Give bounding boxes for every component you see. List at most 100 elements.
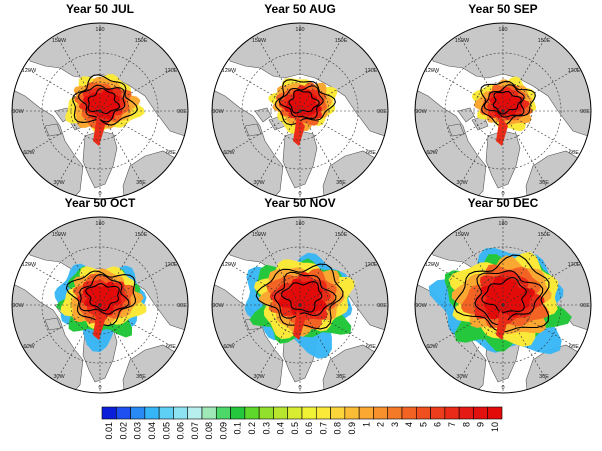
land-mass bbox=[44, 123, 62, 137]
longitude-label: 30E bbox=[539, 180, 549, 186]
colorbar-swatch bbox=[115, 406, 131, 420]
meridian-line bbox=[99, 110, 145, 188]
longitude-label: 90E bbox=[377, 109, 387, 115]
longitude-label: 60E bbox=[366, 150, 376, 156]
polar-map: 180 150E 120E 90E 60E 30E 0 30W 60W 90W 120W 150W bbox=[414, 216, 592, 394]
longitude-label: 30W bbox=[253, 180, 265, 186]
longitude-label: 120W bbox=[22, 262, 37, 268]
contour-line bbox=[79, 273, 130, 315]
longitude-label: 150E bbox=[538, 38, 551, 44]
colorbar-label: 0.02 bbox=[118, 422, 128, 440]
longitude-label: 120E bbox=[568, 262, 581, 268]
latitude-circle bbox=[41, 52, 159, 170]
ice-tongue bbox=[496, 310, 508, 340]
colorbar-swatch bbox=[201, 406, 217, 420]
map-border bbox=[11, 22, 189, 200]
meridian-line bbox=[502, 34, 548, 112]
map-panel: Year 50 JUL 180 150E 120E 90E 60E 30E 0 30W 60W 90… bbox=[5, 2, 195, 207]
colorbar-swatch bbox=[373, 406, 389, 420]
longitude-label: 0 bbox=[298, 385, 301, 391]
colorbar-swatch bbox=[258, 406, 274, 420]
longitude-label: 90W bbox=[12, 303, 24, 309]
longitude-label: 0 bbox=[98, 385, 101, 391]
land-mass bbox=[457, 107, 475, 123]
longitude-label: 90E bbox=[377, 303, 387, 309]
colorbar-swatch bbox=[230, 406, 246, 420]
colorbar-swatch bbox=[187, 406, 203, 420]
meridian-line bbox=[99, 260, 177, 306]
longitude-label: 180 bbox=[295, 27, 304, 33]
longitude-label: 180 bbox=[95, 221, 104, 227]
colorbar-swatch bbox=[358, 406, 374, 420]
meridian-line bbox=[23, 66, 101, 112]
longitude-label: 30E bbox=[136, 374, 146, 380]
longitude-label: 120W bbox=[22, 68, 37, 74]
longitude-label: 30E bbox=[336, 374, 346, 380]
longitude-label: 30E bbox=[336, 180, 346, 186]
longitude-label: 30E bbox=[539, 374, 549, 380]
meridian-line bbox=[23, 260, 101, 306]
longitude-label: 150E bbox=[135, 38, 148, 44]
ice-thickness-layer bbox=[480, 276, 536, 320]
colorbar-label: 10 bbox=[490, 422, 500, 432]
colorbar-swatch bbox=[415, 406, 431, 420]
longitude-label: 30W bbox=[456, 180, 468, 186]
colorbar-label: 0.6 bbox=[304, 422, 314, 435]
contour-line bbox=[77, 84, 126, 123]
longitude-label: 60E bbox=[569, 150, 579, 156]
latitude-circle bbox=[444, 246, 562, 364]
colorbar-swatch bbox=[101, 406, 117, 420]
longitude-label: 120E bbox=[365, 68, 378, 74]
longitude-label: 60W bbox=[23, 150, 35, 156]
map-border bbox=[211, 22, 389, 200]
colorbar-swatch bbox=[444, 406, 460, 420]
map-panel: Year 50 SEP 180 150E 120E 90E 60E 30E 0 30W 60W 90… bbox=[408, 2, 598, 207]
panel-title: Year 50 JUL bbox=[65, 2, 135, 16]
colorbar-swatch bbox=[130, 406, 146, 420]
meridian-line bbox=[458, 110, 504, 188]
longitude-label: 30W bbox=[53, 180, 65, 186]
panel-title: Year 50 SEP bbox=[468, 2, 538, 16]
longitude-label: 150E bbox=[335, 232, 348, 238]
colorbar-label: 5 bbox=[418, 422, 428, 427]
colorbar-swatch bbox=[315, 406, 331, 420]
longitude-label: 90W bbox=[212, 109, 224, 115]
meridian-line bbox=[299, 110, 345, 188]
meridian-line bbox=[299, 34, 345, 112]
ice-tongue bbox=[293, 116, 305, 146]
longitude-label: 150E bbox=[538, 232, 551, 238]
colorbar-swatch bbox=[301, 406, 317, 420]
longitude-label: 150W bbox=[52, 38, 67, 44]
longitude-label: 150E bbox=[135, 232, 148, 238]
longitude-label: 90E bbox=[580, 109, 590, 115]
longitude-label: 180 bbox=[95, 27, 104, 33]
colorbar-label: 1 bbox=[361, 422, 371, 427]
longitude-label: 90E bbox=[580, 303, 590, 309]
colorbar-label: 7 bbox=[447, 422, 457, 427]
longitude-label: 150W bbox=[455, 38, 470, 44]
meridian-line bbox=[502, 110, 548, 188]
colorbar-label: 0.08 bbox=[204, 422, 214, 440]
latitude-circle bbox=[41, 246, 159, 364]
ice-tongue bbox=[293, 310, 305, 340]
colorbar-swatch bbox=[273, 406, 289, 420]
land-mass bbox=[254, 107, 272, 123]
longitude-label: 150W bbox=[455, 232, 470, 238]
longitude-label: 60W bbox=[426, 150, 438, 156]
colorbar-swatch bbox=[473, 406, 489, 420]
longitude-label: 120W bbox=[425, 262, 440, 268]
longitude-label: 120W bbox=[425, 68, 440, 74]
map-border bbox=[11, 216, 189, 394]
colorbar-swatch bbox=[158, 406, 174, 420]
colorbar-label: 0.4 bbox=[276, 422, 286, 435]
longitude-label: 60W bbox=[23, 344, 35, 350]
ice-tongue bbox=[93, 116, 105, 146]
meridian-line bbox=[23, 110, 101, 156]
map-border bbox=[414, 216, 592, 394]
colorbar-label: 0.01 bbox=[104, 422, 114, 440]
panel-title: Year 50 OCT bbox=[64, 196, 136, 210]
longitude-label: 0 bbox=[501, 191, 504, 197]
longitude-label: 180 bbox=[498, 221, 507, 227]
meridian-line bbox=[458, 34, 504, 112]
longitude-label: 30E bbox=[136, 180, 146, 186]
